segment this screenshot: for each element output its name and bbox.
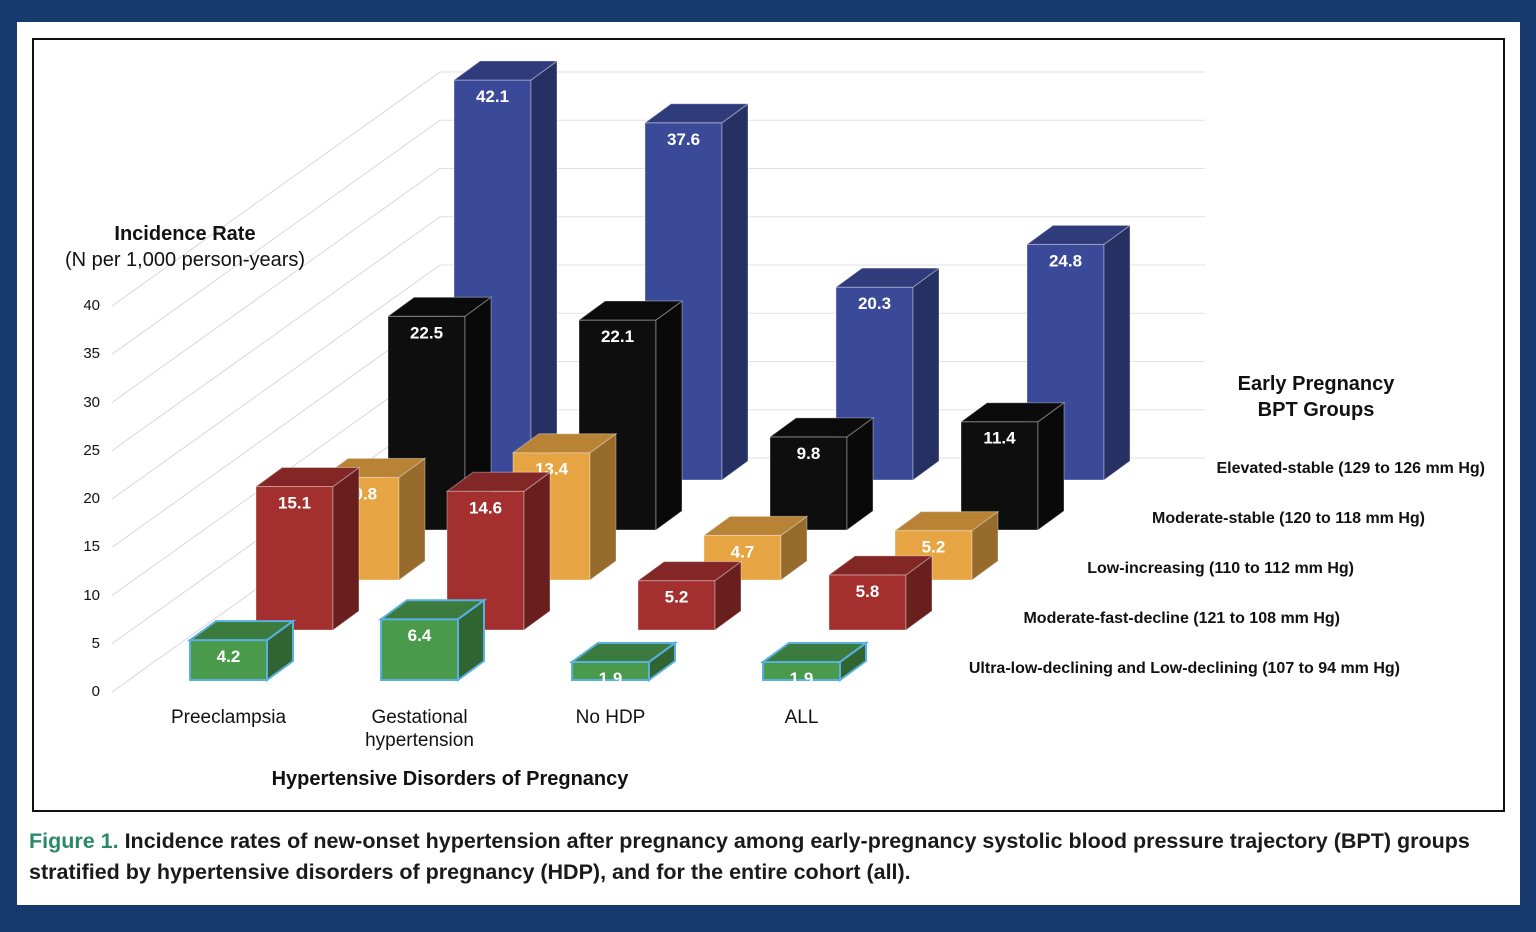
gridline-diagonal (111, 168, 441, 403)
legend-entry: Moderate-fast-decline (121 to 108 mm Hg) (1023, 610, 1340, 627)
bar-top (577, 300, 684, 321)
x-category-label: Gestational hypertension (365, 707, 474, 751)
legend-entry: Low-increasing (110 to 112 mm Hg) (1087, 560, 1354, 577)
bar-top (959, 402, 1066, 423)
figure-caption: Figure 1. Incidence rates of new-onset h… (29, 826, 1519, 888)
bar-top (386, 296, 493, 317)
legend-entry: Moderate-stable (120 to 118 mm Hg) (1152, 510, 1425, 527)
bar-top (186, 620, 297, 642)
bar-data-label: 1.9 (790, 669, 814, 688)
gridline-diagonal (111, 216, 441, 452)
y-tick-label: 30 (83, 393, 100, 411)
bar-top (636, 561, 743, 582)
bar-front (189, 639, 268, 681)
gridline-diagonal (111, 312, 441, 548)
bar-side (655, 300, 683, 531)
bar-data-label: 9.8 (797, 444, 821, 463)
bar-front (637, 580, 716, 631)
bar-data-label: 20.3 (858, 294, 891, 313)
bar-top (834, 267, 941, 288)
bar-data-label: 14.6 (469, 498, 502, 517)
bar-front (380, 618, 459, 682)
x-axis-title: Hypertensive Disorders of Pregnancy (271, 768, 629, 790)
bar-side (912, 267, 940, 481)
y-tick-label: 10 (83, 586, 100, 604)
y-tick-label: 40 (83, 297, 100, 314)
legend-title-line1: Early Pregnancy (1237, 373, 1395, 395)
bar-top (759, 641, 870, 663)
bar-side (1037, 401, 1065, 531)
bar-side (1103, 224, 1131, 481)
bar-data-label: 5.2 (665, 588, 689, 607)
bar-data-label: 11.4 (983, 429, 1016, 448)
y-tick-label: 25 (83, 441, 100, 459)
legend-entry: Elevated-stable (129 to 126 mm Hg) (1216, 460, 1485, 477)
bar-data-label: 5.2 (922, 538, 946, 557)
x-category-label: ALL (784, 707, 819, 728)
bar-top (702, 515, 809, 536)
bar-data-label: 22.1 (601, 327, 634, 346)
y-tick-label: 20 (83, 490, 100, 507)
bar-data-label: 24.8 (1049, 251, 1082, 270)
bar-side (971, 510, 999, 581)
bar-data-label: 6.4 (408, 626, 432, 645)
bar-data-label: 37.6 (667, 130, 700, 149)
bar-top (377, 599, 488, 621)
gridline-diagonal (111, 119, 441, 355)
bar-front (255, 486, 334, 631)
bar-front (769, 436, 848, 531)
bar-data-label: 22.5 (410, 323, 443, 342)
legend-entry: Ultra-low-declining and Low-declining (1… (968, 660, 1400, 677)
bar-top (452, 60, 559, 81)
bar-data-label: 4.7 (731, 542, 755, 561)
bar-side (846, 416, 874, 531)
bar-data-label: 5.8 (856, 582, 880, 601)
y-tick-label: 0 (91, 683, 100, 700)
bar-top (1025, 224, 1132, 245)
figure-label: Figure 1. (29, 829, 119, 853)
bar-side (398, 457, 426, 581)
bar-side (523, 471, 551, 631)
bar-data-label: 4.2 (217, 647, 241, 666)
bar-top (511, 433, 618, 454)
bar-data-label: 1.9 (599, 669, 623, 688)
bar-side (530, 60, 558, 481)
y-tick-label: 15 (83, 538, 100, 556)
legend-title-line2: BPT Groups (1257, 399, 1375, 421)
bar-top (643, 103, 750, 124)
chart-frame (32, 38, 1505, 812)
bar-side (589, 432, 617, 581)
x-category-label: No HDP (575, 707, 646, 728)
gridline-diagonal (111, 264, 441, 500)
bar-top (445, 471, 552, 492)
bar-data-label: 15.1 (278, 494, 311, 513)
y-tick-label: 5 (91, 634, 100, 652)
bar-top (254, 467, 361, 488)
bar-top (768, 417, 875, 438)
y-axis-unit: (N per 1,000 person-years) (64, 249, 306, 271)
bar-top (568, 641, 679, 663)
bar-top (827, 555, 934, 576)
figure-panel (17, 22, 1520, 905)
gridline-diagonal (111, 71, 441, 307)
y-tick-label: 35 (83, 345, 100, 363)
y-axis-title: Incidence Rate (114, 223, 256, 245)
bar-side (721, 102, 749, 481)
bar-top (893, 511, 1000, 532)
x-category-label: Preeclampsia (170, 707, 287, 728)
caption-text: Incidence rates of new-onset hypertensio… (29, 829, 1470, 884)
bar-side (332, 466, 360, 631)
bar-data-label: 42.1 (476, 87, 509, 106)
